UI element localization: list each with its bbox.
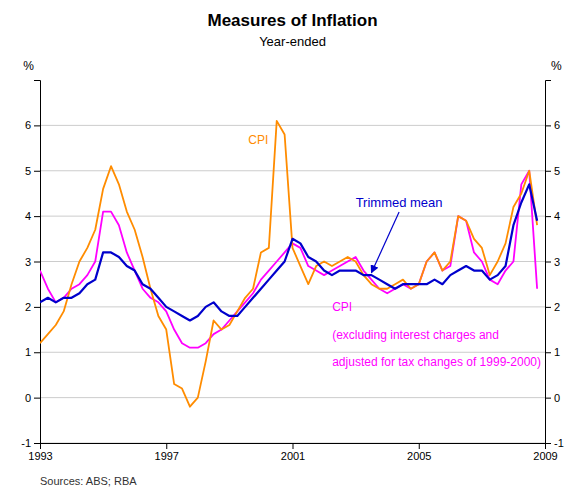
tick-label: 2001 <box>281 450 305 462</box>
tick: 4 <box>25 210 40 222</box>
tick-mark <box>545 262 551 263</box>
tick-label: 2005 <box>407 450 431 462</box>
tick: 5 <box>545 165 560 177</box>
tick-label: -1 <box>554 437 564 449</box>
plot: 19931997200120052009-10123456-10123456%%… <box>21 59 564 462</box>
tick: 6 <box>25 119 40 131</box>
subtitle: Year-ended <box>259 34 326 49</box>
tick-label: 5 <box>25 165 31 177</box>
axis-line <box>41 444 546 450</box>
annotations: CPI Trimmed mean CPI (excluding interest ch… <box>248 133 541 369</box>
annotation: CPI <box>248 133 268 147</box>
tick-label: 0 <box>25 392 31 404</box>
source: Sources: ABS; RBA <box>40 475 137 487</box>
tick-mark <box>545 352 551 353</box>
annotation: (excluding interest charges and <box>332 328 499 342</box>
tick-mark <box>419 443 420 449</box>
tick: 1997 <box>155 443 179 462</box>
tick: 3 <box>25 256 40 268</box>
annotation-arrow <box>371 212 399 273</box>
tick: 2 <box>545 301 560 313</box>
annotation: adjusted for tax changes of 1999-2000) <box>332 355 541 369</box>
tick-label: 4 <box>25 210 31 222</box>
tick-mark <box>34 171 40 172</box>
tick-label: 1 <box>25 346 31 358</box>
axis-y2ticks: -1 0 1 2 3 4 5 6 <box>545 81 564 450</box>
tick-label: 1 <box>554 346 560 358</box>
tick-mark <box>34 352 40 353</box>
tick-mark <box>545 216 551 217</box>
y2-axis-label: % <box>551 59 562 73</box>
grid-line <box>40 352 545 353</box>
tick-mark <box>34 125 40 126</box>
tick: 3 <box>545 256 560 268</box>
tick-mark <box>166 443 167 449</box>
tick: 0 <box>545 392 560 404</box>
tick: 2005 <box>407 443 431 462</box>
tick-mark <box>545 398 551 399</box>
annotation: CPI <box>332 300 352 314</box>
tick: 2001 <box>281 443 305 462</box>
tick-label: 6 <box>25 119 31 131</box>
tick-mark <box>545 307 551 308</box>
tick-label: 3 <box>554 256 560 268</box>
tick-mark <box>545 171 551 172</box>
tick-mark <box>545 125 551 126</box>
grid-line <box>40 306 545 307</box>
grid-line <box>40 397 545 398</box>
axis-yticks: -1 0 1 2 3 4 5 6 <box>21 81 40 450</box>
tick-mark <box>545 443 551 444</box>
tick-label: 2009 <box>533 450 557 462</box>
annotation: Trimmed mean <box>356 195 443 210</box>
tick: 5 <box>25 165 40 177</box>
tick: 0 <box>25 392 40 404</box>
tick-mark <box>34 262 40 263</box>
tick-label: 3 <box>25 256 31 268</box>
series-line <box>40 184 537 320</box>
tick-label: 4 <box>554 210 560 222</box>
tick-label: -1 <box>21 437 31 449</box>
tick-mark <box>34 398 40 399</box>
tick-label: 5 <box>554 165 560 177</box>
tick-mark <box>34 443 40 444</box>
tick-label: 2 <box>25 301 31 313</box>
axis-xticks: 1993 1997 2001 2005 2009 <box>28 443 557 462</box>
tick: 1 <box>545 346 560 358</box>
tick-label: 2 <box>554 301 560 313</box>
grid <box>40 125 545 443</box>
tick: 2 <box>25 301 40 313</box>
axis-line <box>546 81 552 444</box>
tick: -1 <box>21 437 40 449</box>
grid-line <box>40 125 545 126</box>
tick-label: 1993 <box>28 450 52 462</box>
tick: -1 <box>545 437 564 449</box>
axis-line <box>34 81 41 444</box>
tick: 1993 <box>28 443 52 462</box>
title: Measures of Inflation <box>207 11 377 30</box>
tick: 1 <box>25 346 40 358</box>
tick: 6 <box>545 119 560 131</box>
tick-mark <box>34 307 40 308</box>
chart: Measures of Inflation Year-ended 1993 1997 2… <box>0 0 585 493</box>
grid-line <box>40 261 545 262</box>
grid-line <box>40 170 545 171</box>
tick-label: 6 <box>554 119 560 131</box>
grid-line <box>40 216 545 217</box>
tick: 4 <box>545 210 560 222</box>
tick-mark <box>34 216 40 217</box>
tick-label: 1997 <box>155 450 179 462</box>
tick-mark <box>293 443 294 449</box>
tick-label: 0 <box>554 392 560 404</box>
y-axis-label: % <box>23 59 34 73</box>
